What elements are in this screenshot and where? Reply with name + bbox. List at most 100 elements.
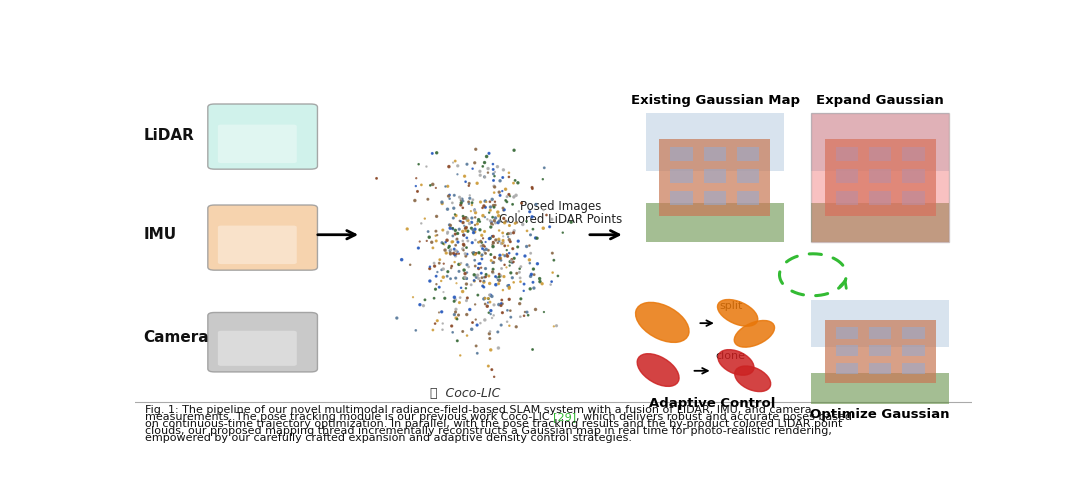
Point (543, 249, 561, 257)
Point (434, 326, 451, 334)
Point (469, 179, 486, 187)
Point (502, 257, 519, 265)
Point (441, 243, 458, 250)
Bar (811, 299, 949, 346)
Point (475, 278, 492, 286)
Point (430, 308, 447, 316)
Point (474, 282, 491, 290)
Point (521, 242, 538, 249)
Point (485, 165, 502, 173)
Point (461, 219, 478, 227)
Point (508, 269, 525, 277)
Point (472, 198, 489, 206)
Point (491, 251, 509, 259)
Point (486, 373, 503, 381)
Point (500, 233, 517, 241)
Point (448, 247, 465, 255)
Point (498, 263, 515, 271)
Point (484, 241, 501, 248)
Point (474, 212, 491, 220)
Point (465, 248, 483, 256)
Point (421, 277, 438, 285)
Point (521, 208, 538, 216)
Point (456, 172, 473, 180)
Point (472, 171, 489, 179)
Point (436, 183, 454, 191)
Point (522, 259, 539, 267)
Point (449, 248, 467, 255)
Point (446, 245, 463, 253)
Point (438, 230, 456, 238)
Point (492, 264, 510, 272)
Point (505, 227, 523, 235)
Text: on continuous-time trajectory optimization. In parallel, with the pose tracking : on continuous-time trajectory optimizati… (145, 419, 842, 429)
Point (431, 256, 448, 264)
Point (518, 227, 536, 235)
Point (483, 366, 500, 374)
Point (499, 306, 516, 314)
Point (434, 320, 451, 328)
Point (495, 232, 512, 240)
Point (548, 322, 565, 330)
FancyBboxPatch shape (218, 331, 297, 366)
Point (485, 311, 502, 319)
Point (448, 315, 465, 323)
Point (413, 181, 430, 189)
Bar (869, 191, 891, 205)
Point (458, 224, 475, 232)
Point (424, 180, 442, 188)
Point (407, 326, 424, 334)
Point (467, 228, 484, 236)
Point (485, 182, 502, 190)
Point (458, 261, 475, 269)
Point (510, 179, 527, 187)
Point (428, 280, 445, 288)
Point (489, 276, 507, 284)
Point (497, 217, 514, 225)
Point (487, 273, 504, 281)
Point (484, 160, 501, 168)
Bar (646, 113, 784, 243)
Point (483, 307, 500, 315)
Point (458, 244, 475, 251)
Point (473, 255, 490, 263)
Text: Colored LiDAR Points: Colored LiDAR Points (499, 213, 622, 226)
Ellipse shape (717, 299, 758, 326)
Bar (903, 345, 924, 356)
Point (486, 217, 503, 225)
Point (448, 236, 465, 244)
Ellipse shape (637, 354, 679, 387)
Point (457, 252, 474, 260)
Point (490, 227, 508, 235)
Bar (836, 363, 859, 374)
Point (441, 221, 458, 229)
Point (485, 265, 502, 273)
Point (489, 163, 507, 171)
Bar (811, 113, 949, 171)
Point (524, 225, 541, 233)
Point (435, 288, 453, 296)
Point (495, 204, 512, 212)
Point (448, 279, 465, 287)
Point (563, 218, 580, 226)
Point (483, 293, 500, 300)
Point (431, 283, 448, 291)
Point (498, 198, 515, 206)
Point (498, 246, 515, 254)
Point (433, 277, 450, 285)
Point (512, 295, 529, 303)
Point (471, 249, 488, 257)
Point (416, 215, 433, 223)
Point (511, 299, 528, 307)
Point (437, 238, 455, 246)
Point (482, 234, 499, 242)
Point (492, 321, 510, 329)
Text: empowered by our carefully crafted expansion and adaptive density control strate: empowered by our carefully crafted expan… (145, 433, 632, 443)
Point (451, 217, 469, 225)
Point (498, 230, 515, 238)
Point (494, 309, 511, 317)
Point (484, 269, 501, 277)
Point (514, 220, 531, 228)
Point (482, 217, 499, 225)
Point (464, 196, 482, 204)
